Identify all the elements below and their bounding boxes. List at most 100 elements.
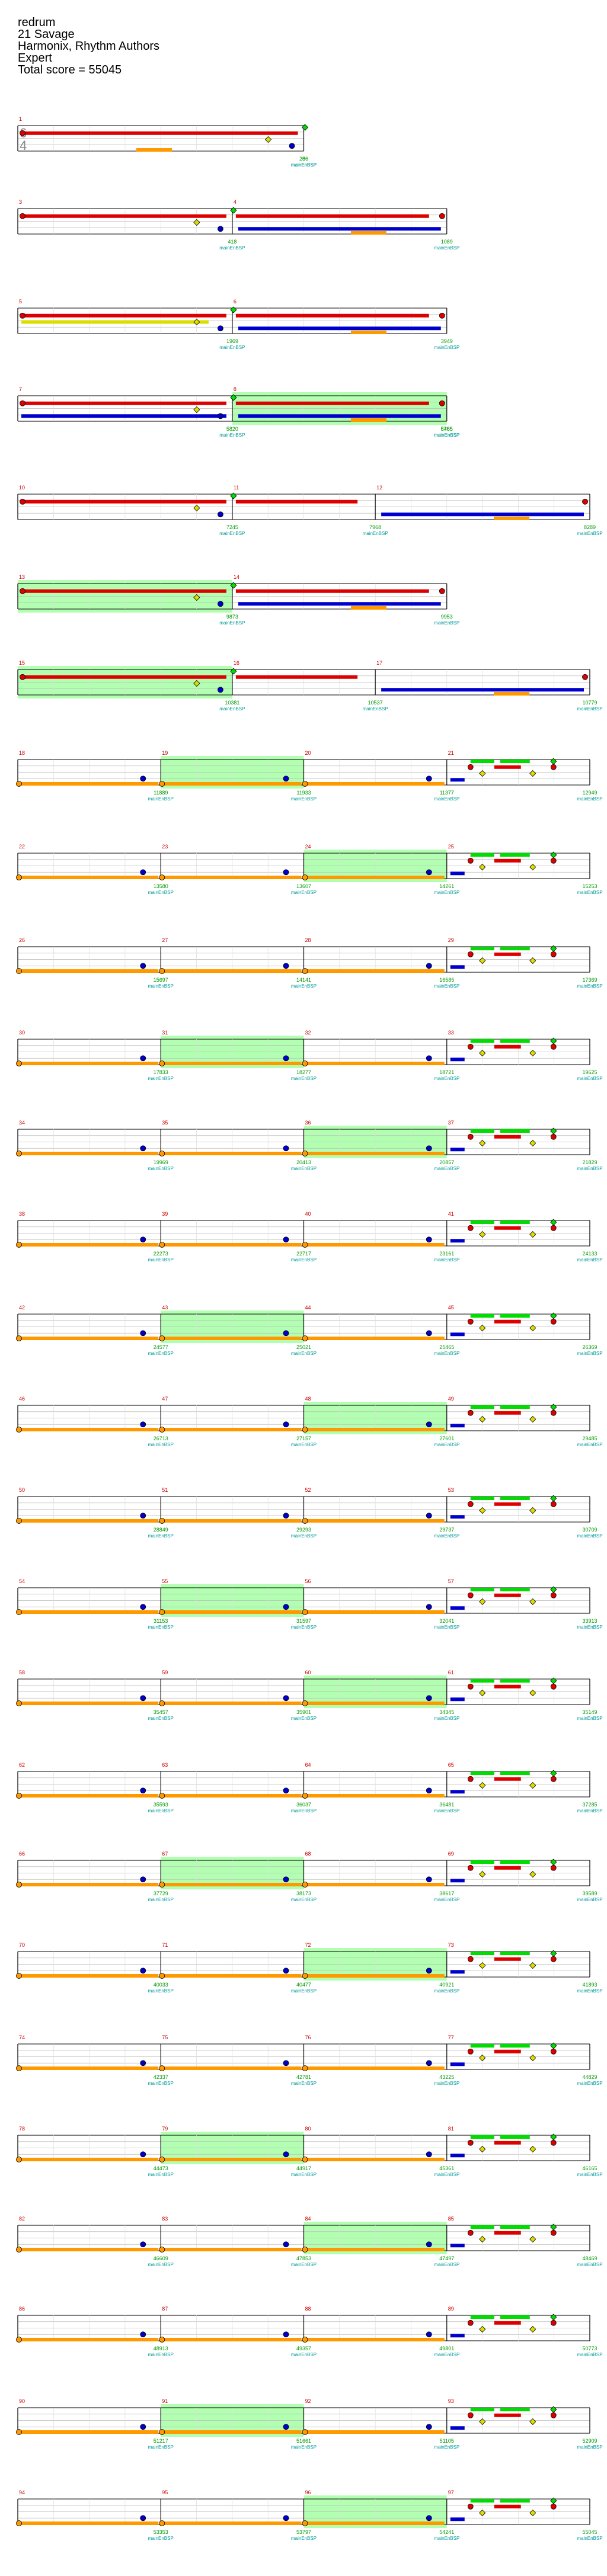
section-marker-label: mainEnBSP bbox=[577, 1988, 602, 1994]
snare-gem bbox=[467, 857, 474, 864]
tom-sustain-blue bbox=[450, 1424, 465, 1428]
cymbal-sustain-green bbox=[500, 1588, 530, 1591]
tom-gem-blue bbox=[140, 2424, 146, 2430]
tom-sustain-blue bbox=[450, 2062, 465, 2066]
cymbal-sustain-green bbox=[470, 1039, 494, 1043]
kick-sustain bbox=[307, 1794, 445, 1798]
tom-gem-blue bbox=[426, 1787, 432, 1794]
cymbal-sustain-green bbox=[500, 2499, 530, 2503]
kick-sustain bbox=[307, 1243, 445, 1247]
section-marker-label: mainEnBSP bbox=[577, 796, 602, 802]
tom-gem-blue bbox=[426, 1330, 432, 1337]
measure-number: 92 bbox=[305, 2398, 311, 2404]
cymbal-sustain-green bbox=[500, 2315, 530, 2319]
cymbal-gem-green bbox=[230, 492, 237, 499]
cymbal-sustain-green bbox=[470, 2225, 494, 2229]
kick-sustain bbox=[21, 1610, 159, 1614]
cymbal-gem-yellow bbox=[479, 1689, 486, 1697]
cymbal-sustain-green bbox=[470, 1952, 494, 1955]
kick-gem bbox=[16, 1882, 22, 1888]
snare-gem bbox=[582, 674, 588, 680]
section-marker-label: mainEnBSP bbox=[577, 2172, 602, 2177]
section-marker-label: mainEnBSP bbox=[291, 983, 317, 989]
cymbal-gem-yellow bbox=[479, 1507, 486, 1514]
kick-gem bbox=[159, 2337, 165, 2343]
tom-gem-blue bbox=[140, 1513, 146, 1519]
section-marker-label: mainEnBSP bbox=[291, 2536, 317, 2541]
kick-sustain bbox=[164, 2066, 302, 2070]
snare-gem bbox=[550, 1409, 557, 1416]
cymbal-gem-green bbox=[550, 1859, 557, 1866]
section-marker-label: mainEnBSP bbox=[577, 1257, 602, 1263]
cymbal-gem-yellow bbox=[529, 2145, 536, 2153]
kick-sustain bbox=[21, 1519, 159, 1523]
cymbal-gem-yellow bbox=[479, 957, 486, 965]
cymbal-gem-yellow bbox=[479, 1231, 486, 1238]
measure-number: 23 bbox=[162, 844, 168, 850]
snare-sustain bbox=[494, 2141, 521, 2145]
measure-number: 75 bbox=[162, 2034, 168, 2040]
snare-gem bbox=[550, 1501, 557, 1507]
measure-number: 26 bbox=[19, 937, 25, 943]
score-label: 11933 bbox=[296, 790, 311, 796]
tom-gem-blue bbox=[283, 1604, 289, 1610]
score-label: 0 bbox=[302, 156, 305, 162]
tom-gem-blue bbox=[426, 2515, 432, 2521]
song-difficulty: Expert bbox=[18, 52, 52, 65]
section-marker-label: mainEnBSP bbox=[148, 2444, 174, 2450]
kick-sustain bbox=[307, 1062, 445, 1065]
tom-gem-blue bbox=[426, 2151, 432, 2158]
kick-sustain bbox=[307, 1702, 445, 1705]
measure-number: 39 bbox=[162, 1211, 168, 1217]
cymbal-gem-yellow bbox=[479, 1870, 486, 1878]
section-marker-label: mainEnBSP bbox=[434, 345, 459, 350]
kick-gem bbox=[302, 1518, 308, 1524]
section-marker-label: mainEnBSP bbox=[148, 1625, 174, 1630]
section-marker-label: mainEnBSP bbox=[148, 796, 174, 802]
tom-gem-blue bbox=[140, 776, 146, 782]
tom-gem-blue bbox=[289, 143, 295, 149]
measure-number: 74 bbox=[19, 2034, 25, 2040]
snare-gem bbox=[467, 1318, 474, 1325]
measure-number: 71 bbox=[162, 1942, 168, 1948]
section-marker-label: mainEnBSP bbox=[148, 1897, 174, 1902]
kick-gem bbox=[302, 1973, 308, 1979]
tom-gem-blue bbox=[283, 1876, 289, 1883]
kick-gem bbox=[159, 1973, 165, 1979]
kick-sustain bbox=[164, 1610, 302, 1614]
cymbal-gem-yellow bbox=[479, 1415, 486, 1423]
tom-gem-blue bbox=[217, 511, 223, 518]
kick-gem bbox=[302, 1609, 308, 1615]
cymbal-gem-yellow bbox=[193, 594, 200, 601]
section-marker-label: mainEnBSP bbox=[148, 2536, 174, 2541]
tom-gem-blue bbox=[426, 1421, 432, 1428]
kick-sustain bbox=[164, 1337, 302, 1340]
score-label: 41893 bbox=[582, 1982, 597, 1988]
score-label: 10537 bbox=[368, 700, 383, 706]
section-marker-label: mainEnBSP bbox=[577, 2444, 602, 2450]
kick-gem bbox=[302, 1335, 308, 1341]
kick-sustain bbox=[164, 1974, 302, 1978]
tom-sustain-blue bbox=[450, 2517, 465, 2521]
measure-number: 38 bbox=[19, 1211, 25, 1217]
measure-number: 82 bbox=[19, 2216, 25, 2222]
tom-gem-blue bbox=[283, 1330, 289, 1337]
cymbal-gem-green bbox=[550, 2497, 557, 2504]
measure-number: 40 bbox=[305, 1211, 311, 1217]
measure-number: 35 bbox=[162, 1120, 168, 1126]
cymbal-sustain-green bbox=[500, 1679, 530, 1683]
kick-gem bbox=[159, 2065, 165, 2071]
kick-sustain bbox=[307, 1152, 445, 1155]
kick-sustain bbox=[307, 2338, 445, 2341]
section-marker-label: mainEnBSP bbox=[148, 983, 174, 989]
snare-sustain bbox=[494, 1866, 521, 1870]
measure-number: 3 bbox=[19, 199, 22, 205]
tom-gem-blue bbox=[140, 1145, 146, 1152]
kick-sustain bbox=[307, 1519, 445, 1523]
snare-sustain bbox=[494, 1777, 521, 1781]
kick-sustain bbox=[164, 1702, 302, 1705]
cymbal-gem-green bbox=[550, 1219, 557, 1226]
score-label: 51105 bbox=[440, 2438, 454, 2444]
section-marker-label: mainEnBSP bbox=[577, 1808, 602, 1814]
cymbal-sustain-green bbox=[470, 2135, 494, 2139]
